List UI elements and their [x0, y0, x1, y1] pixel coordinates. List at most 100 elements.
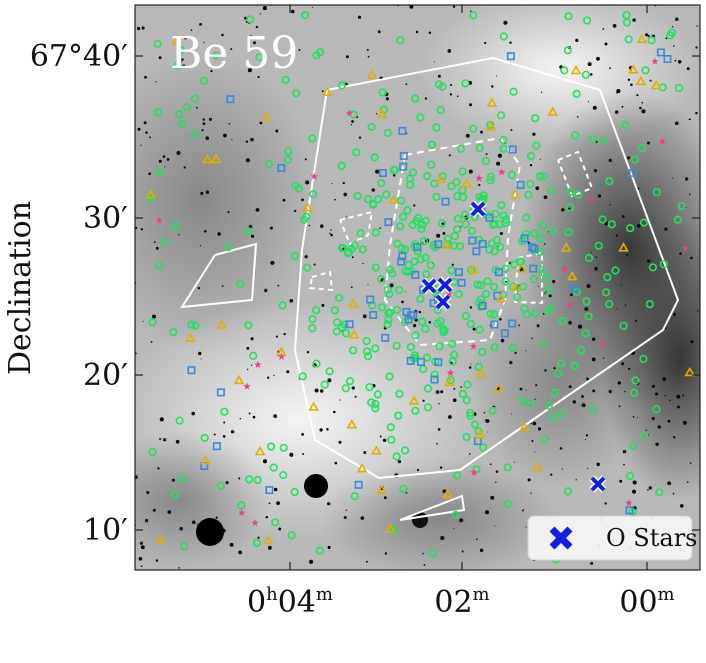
- field-star: [195, 52, 197, 54]
- square-marker: [216, 388, 225, 397]
- field-star: [196, 106, 198, 109]
- circle-marker: [453, 225, 462, 234]
- circle-marker: [190, 129, 200, 138]
- circle-marker: [374, 195, 383, 204]
- triangle-marker: [468, 264, 480, 274]
- field-star: [149, 136, 152, 139]
- field-star: [543, 243, 546, 245]
- circle-marker: [674, 83, 684, 93]
- x-tick-label: 0h04m: [247, 584, 333, 620]
- field-star: [622, 450, 627, 454]
- field-star: [674, 59, 677, 62]
- field-star: [362, 262, 364, 265]
- circle-marker: [399, 484, 408, 494]
- field-star: [618, 405, 621, 408]
- triangle-marker: [200, 454, 212, 465]
- circle-marker: [169, 328, 178, 337]
- circle-marker: [309, 190, 318, 199]
- field-star: [505, 280, 508, 283]
- circle-marker: [598, 215, 607, 224]
- field-star: [695, 46, 698, 49]
- field-star: [270, 260, 275, 265]
- field-star: [379, 227, 382, 229]
- circle-marker: [160, 238, 169, 247]
- field-star: [313, 263, 316, 266]
- square-marker: [468, 236, 477, 245]
- circle-marker: [589, 405, 598, 414]
- square-marker: [416, 357, 425, 366]
- axis-ticks: [135, 5, 700, 570]
- field-star: [587, 467, 589, 470]
- triangle-marker: [145, 189, 157, 199]
- square-marker: [378, 169, 387, 178]
- circle-marker: [473, 280, 482, 289]
- circle-marker: [249, 351, 258, 360]
- field-star: [518, 324, 520, 327]
- field-star: [509, 360, 513, 365]
- circle-marker: [325, 367, 334, 376]
- star-marker: [243, 382, 251, 390]
- circle-marker: [476, 281, 485, 290]
- field-star: [199, 244, 202, 247]
- circle-marker: [371, 263, 380, 272]
- square-marker: [411, 270, 420, 279]
- circle-marker: [475, 325, 484, 334]
- circle-marker: [466, 319, 475, 328]
- field-star: [275, 129, 279, 133]
- field-star: [575, 38, 579, 43]
- circle-marker: [216, 481, 225, 490]
- y-tick-label: 10′: [83, 513, 128, 548]
- field-star: [597, 194, 602, 198]
- circle-marker: [308, 315, 317, 324]
- field-star: [696, 25, 698, 27]
- field-star: [342, 181, 345, 185]
- circle-marker: [308, 134, 317, 143]
- star-marker: [475, 174, 483, 182]
- field-star: [639, 106, 642, 110]
- square-marker: [381, 333, 390, 342]
- field-star: [623, 463, 625, 466]
- square-marker: [265, 486, 274, 495]
- circle-marker: [530, 229, 539, 238]
- circle-marker: [337, 81, 347, 90]
- star-marker: [565, 301, 574, 309]
- circle-marker: [625, 224, 635, 233]
- triangle-marker: [376, 108, 388, 118]
- circle-marker: [581, 70, 591, 79]
- circle-marker: [369, 199, 378, 208]
- circle-marker: [520, 304, 529, 313]
- circle-marker: [395, 285, 404, 295]
- circle-marker: [454, 290, 463, 299]
- star-marker: [445, 290, 453, 298]
- circle-marker: [382, 190, 391, 199]
- field-star: [484, 41, 487, 45]
- field-star: [239, 417, 242, 420]
- square-marker: [277, 164, 286, 173]
- circle-marker: [279, 443, 288, 452]
- circle-marker: [577, 346, 586, 355]
- field-star: [418, 310, 421, 314]
- circle-marker: [544, 306, 553, 316]
- field-star: [283, 332, 286, 336]
- field-star: [468, 453, 471, 455]
- triangle-marker: [560, 242, 572, 252]
- field-star: [191, 411, 196, 416]
- field-star: [247, 68, 252, 73]
- circle-marker: [269, 463, 278, 472]
- field-star: [273, 414, 278, 419]
- field-star: [468, 169, 473, 174]
- circle-marker: [463, 380, 472, 389]
- circle-marker: [566, 187, 575, 196]
- field-star: [351, 256, 354, 259]
- circle-marker: [490, 247, 499, 256]
- triangle-marker: [184, 332, 196, 342]
- field-star: [510, 129, 513, 132]
- circle-marker: [154, 108, 163, 117]
- field-star: [155, 559, 159, 562]
- triangle-marker: [510, 281, 522, 291]
- circle-marker: [178, 474, 187, 483]
- field-star: [535, 384, 538, 387]
- field-star: [630, 83, 633, 86]
- field-star: [621, 362, 625, 366]
- field-star: [662, 377, 667, 382]
